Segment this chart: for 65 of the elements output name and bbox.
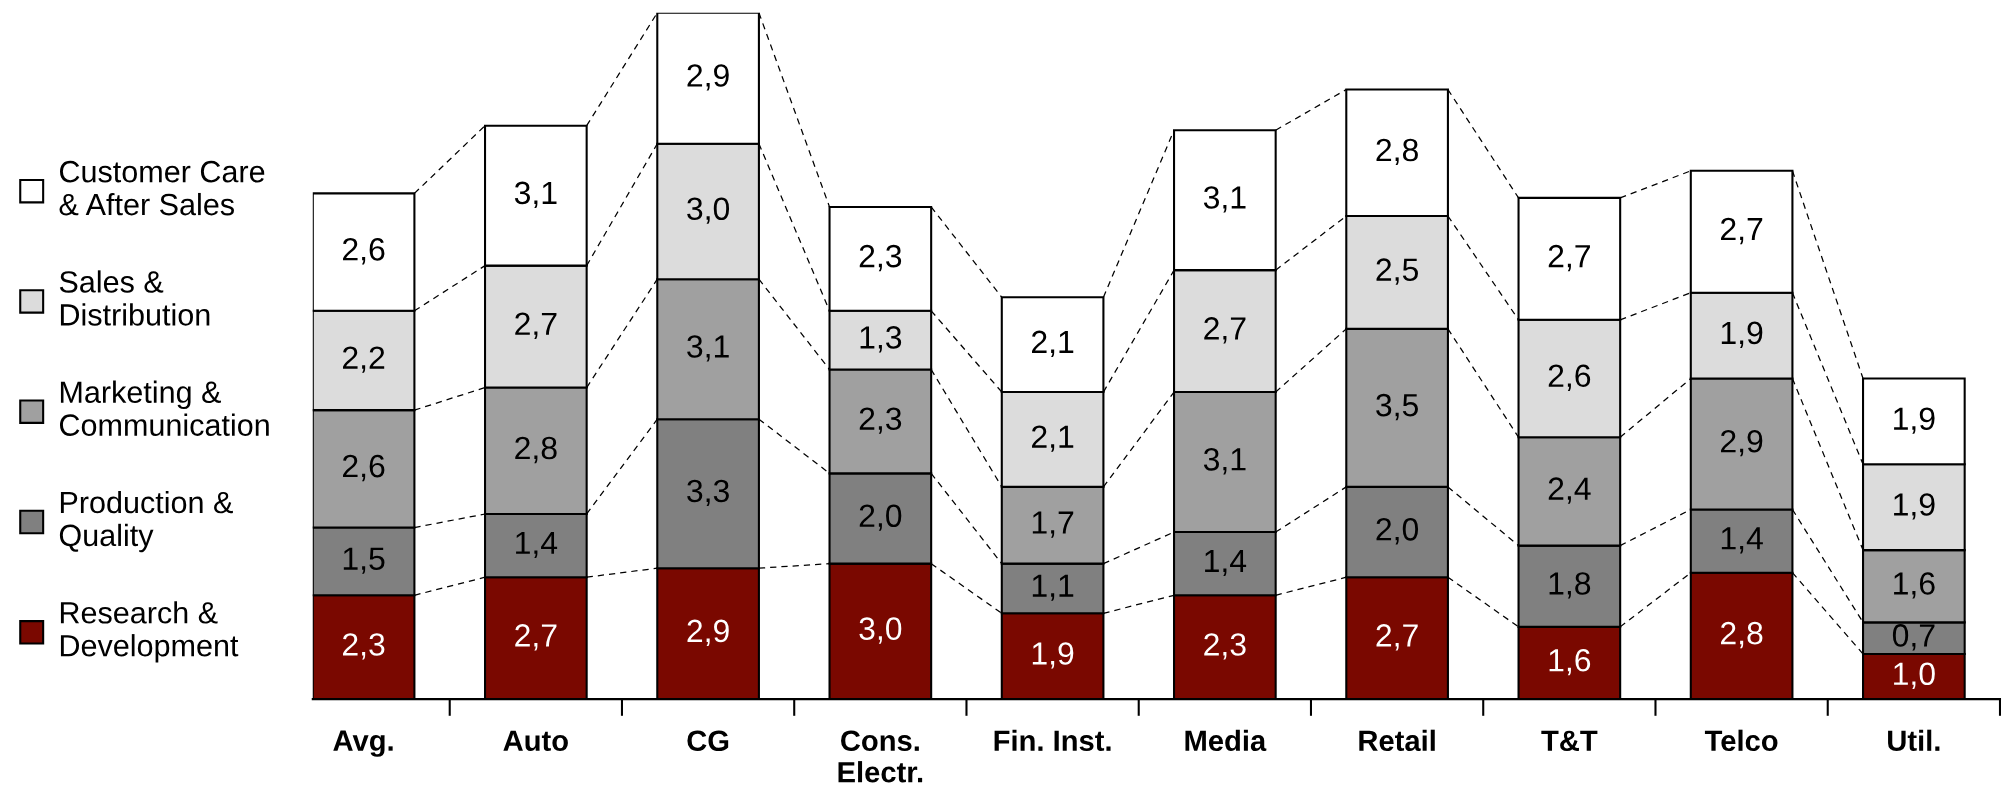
data-label: 2,1 <box>1032 330 1074 358</box>
data-label: 1,0 <box>1894 662 1935 689</box>
data-label: 2,6 <box>343 454 385 482</box>
data-label: 1,9 <box>1032 642 1074 669</box>
data-label: 1,6 <box>1894 572 1935 599</box>
x-tick-label: Media <box>1185 729 1267 752</box>
data-label: 2,7 <box>1376 624 1418 651</box>
data-label: 2,7 <box>1721 217 1763 245</box>
data-label: 1,3 <box>860 326 902 353</box>
legend-label: Customer Care & After Sales <box>59 160 265 216</box>
data-label: 1,9 <box>1894 493 1935 520</box>
data-label: 1,1 <box>1032 574 1074 601</box>
data-label: 2,9 <box>687 64 729 91</box>
data-label: 2,8 <box>1721 621 1763 649</box>
x-tick-label: Avg. <box>333 730 393 757</box>
data-label: 1,7 <box>1032 511 1074 538</box>
data-label: 2,7 <box>1548 244 1590 272</box>
legend-label: Marketing & Communication <box>59 380 269 436</box>
data-label: 3,1 <box>1203 186 1246 213</box>
x-tick-label: Fin. Inst. <box>994 729 1111 752</box>
data-label: 3,1 <box>1203 448 1246 475</box>
data-label: 1,5 <box>343 547 385 574</box>
data-label: 2,3 <box>859 244 902 272</box>
data-label: 3,0 <box>859 617 902 644</box>
data-label: 3,5 <box>1376 393 1418 421</box>
data-label: 3,0 <box>687 197 730 224</box>
data-label: 2,7 <box>1204 317 1246 344</box>
data-label: 2,3 <box>1204 633 1246 660</box>
x-tick-label: Util. <box>1888 729 1940 752</box>
data-label: 3,1 <box>687 335 729 362</box>
x-tick-label: T&T <box>1541 730 1598 752</box>
data-label: 1,6 <box>1549 648 1591 676</box>
x-tick-label: Auto <box>503 730 568 752</box>
data-label: 2,7 <box>515 624 557 651</box>
data-label: 2,7 <box>515 312 557 339</box>
data-label: 1,8 <box>1549 572 1591 599</box>
data-label: 2,1 <box>1032 425 1074 452</box>
data-label: 2,3 <box>859 407 902 434</box>
data-label: 2,3 <box>343 633 385 660</box>
data-label: 2,2 <box>343 346 385 373</box>
data-label: 2,0 <box>1376 518 1419 545</box>
data-label: 2,8 <box>1376 138 1418 166</box>
data-label: 1,4 <box>1721 527 1763 554</box>
data-label: 3,3 <box>687 479 729 507</box>
data-label: 1,9 <box>1894 407 1935 434</box>
data-label: 0,7 <box>1892 624 1935 651</box>
data-label: 2,6 <box>343 238 385 265</box>
legend-label: Sales & Distribution <box>59 270 210 326</box>
x-tick-label: Telco <box>1704 729 1778 752</box>
x-tick-label: Retail <box>1359 729 1435 752</box>
data-label: 2,4 <box>1548 477 1591 504</box>
legend-label: Research & Development <box>60 601 239 663</box>
legend-label: Production & Quality <box>59 490 233 553</box>
x-tick-label: Cons. Electr. <box>838 730 923 783</box>
data-label: 3,1 <box>514 181 557 209</box>
data-label: 2,5 <box>1376 258 1418 285</box>
data-label: 1,4 <box>1205 549 1247 577</box>
data-label: 2,0 <box>859 504 902 531</box>
data-label: 2,8 <box>515 436 557 464</box>
data-label: 2,9 <box>1721 429 1763 457</box>
x-tick-label: CG <box>687 730 729 752</box>
data-label: 2,9 <box>687 619 729 646</box>
data-label: 1,9 <box>1721 321 1763 348</box>
data-label: 2,6 <box>1548 364 1591 391</box>
data-label: 1,4 <box>516 531 558 558</box>
